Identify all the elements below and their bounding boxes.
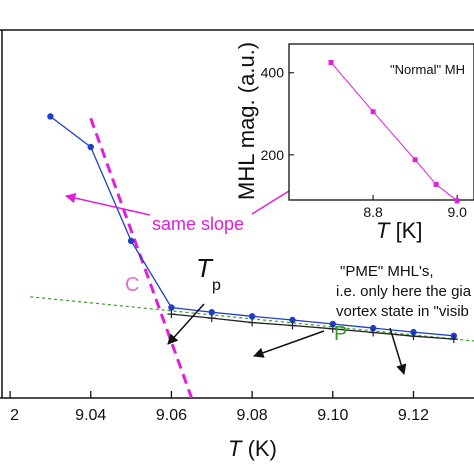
main-x-tick-label: 9.10 — [317, 407, 348, 424]
main-x-tick-label: 9.08 — [237, 407, 268, 424]
data-point — [248, 318, 257, 327]
pme-line-1: "PME" MHL's, — [340, 263, 434, 280]
inset-data-point — [412, 157, 418, 163]
pme-arrow-2 — [389, 327, 407, 376]
data-point — [329, 320, 337, 328]
data-point — [369, 328, 378, 337]
main-x-ticks: 2 9.04 9.06 9.08 9.10 9.12 — [9, 391, 429, 424]
main-x-axis-label: T (K) — [228, 436, 277, 461]
inset-series-layer — [328, 59, 460, 204]
data-point — [409, 332, 418, 341]
main-x-tick-label: 2 — [10, 407, 19, 424]
inset-data-point — [454, 198, 460, 204]
pme-line-2: i.e. only here the gia — [336, 283, 472, 300]
inset-x-tick-label: 9.0 — [447, 204, 467, 220]
same-slope-arrow-left — [64, 192, 151, 216]
main-x-tick-label: 9.04 — [75, 407, 106, 424]
data-point — [127, 237, 135, 245]
tp-label: T — [196, 253, 214, 283]
inset-plot: 8.8 9.0 200 400 "Normal" MH — [261, 43, 474, 220]
main-series-layer — [30, 113, 474, 398]
tp-arrow — [167, 303, 205, 345]
inset-x-tick-label: 8.8 — [363, 204, 383, 220]
inset-data-point — [433, 181, 439, 187]
data-point — [207, 314, 216, 323]
inset-data-point — [328, 59, 334, 65]
data-point — [168, 304, 175, 311]
inset-x-axis-label: T [K] — [376, 218, 422, 243]
series-line-secondary — [171, 313, 454, 340]
main-plot: 2 9.04 9.06 9.08 9.10 9.12 — [0, 29, 474, 424]
inset-data-point — [370, 109, 376, 115]
same-slope-label: same slope — [152, 214, 244, 234]
data-point — [47, 113, 54, 120]
data-point — [167, 310, 176, 319]
data-point — [369, 324, 377, 332]
data-point — [449, 335, 458, 344]
data-point — [288, 321, 297, 330]
inset-legend: "Normal" MH — [390, 62, 465, 77]
main-x-tick-label: 9.12 — [398, 407, 429, 424]
annotations: same slope C P T p "PME" MHL's, i.e. onl… — [64, 136, 472, 376]
main-x-tick-label: 9.06 — [156, 407, 187, 424]
pme-arrow-1 — [253, 330, 325, 358]
p-label: P — [334, 323, 347, 345]
pme-line-3: vortex state in "visib — [336, 303, 469, 320]
data-point — [248, 313, 256, 320]
c-label: C — [125, 274, 139, 296]
inset-y-tick-label: 400 — [261, 65, 285, 81]
data-point — [208, 309, 215, 316]
data-point — [328, 324, 337, 333]
inset-y-tick-label: 200 — [261, 147, 285, 163]
data-point — [410, 328, 417, 336]
inset-y-axis-label: MHL mag. (a.u.) — [234, 42, 259, 200]
data-point — [87, 143, 94, 151]
data-point — [289, 316, 296, 324]
tp-subscript: p — [212, 277, 221, 294]
inset-ticks: 8.8 9.0 200 400 — [261, 65, 467, 220]
